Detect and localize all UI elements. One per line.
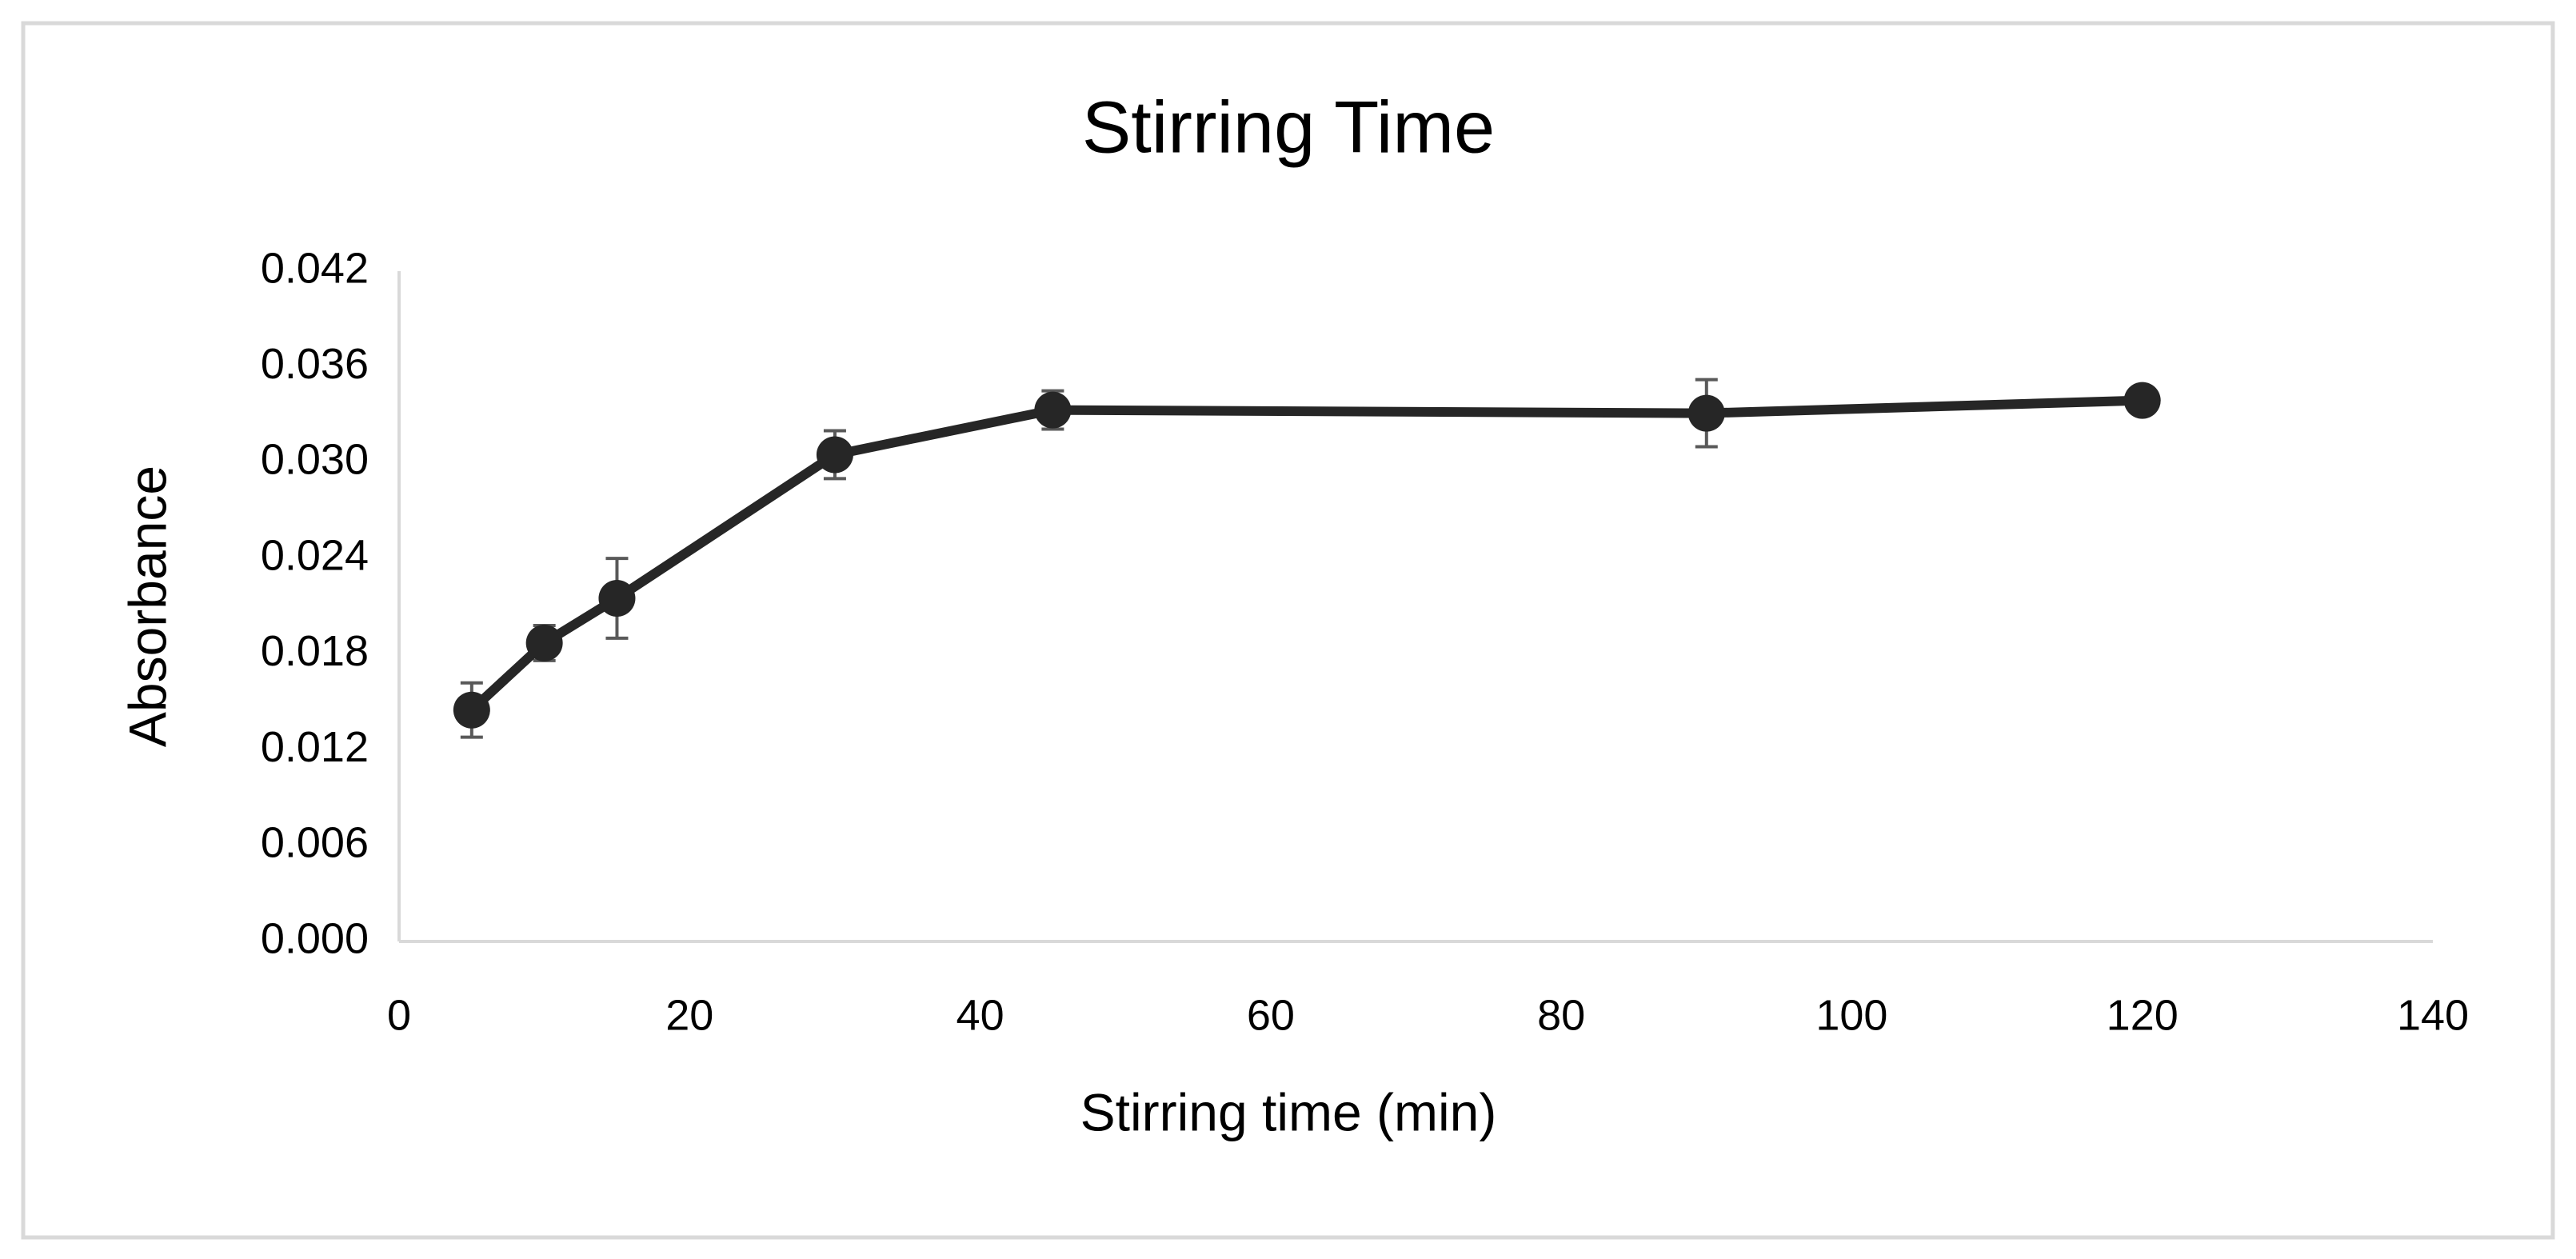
x-tick-label: 20	[665, 991, 713, 1039]
x-tick-label: 40	[957, 991, 1004, 1039]
data-point	[1034, 391, 1072, 429]
y-axis-label: Absorbance	[118, 466, 177, 747]
data-point	[816, 436, 853, 474]
chart-title: Stirring Time	[1082, 86, 1495, 168]
x-tick-label: 140	[2397, 991, 2469, 1039]
y-tick-label: 0.012	[261, 723, 369, 771]
data-point	[525, 624, 563, 661]
x-tick-label: 0	[387, 991, 411, 1039]
y-tick-label: 0.030	[261, 436, 369, 484]
y-tick-label: 0.018	[261, 627, 369, 675]
data-point	[2123, 382, 2161, 419]
y-tick-label: 0.006	[261, 819, 369, 867]
data-point	[598, 580, 636, 618]
chart-border	[21, 21, 2555, 1240]
x-tick-label: 100	[1815, 991, 1887, 1039]
y-tick-label: 0.024	[261, 531, 369, 579]
y-tick-label: 0.000	[261, 914, 369, 962]
y-tick-label: 0.042	[261, 244, 369, 292]
x-tick-label: 60	[1247, 991, 1295, 1039]
x-tick-label: 120	[2107, 991, 2179, 1039]
x-axis-label: Stirring time (min)	[1080, 1082, 1497, 1141]
x-tick-label: 80	[1537, 991, 1585, 1039]
y-tick-label: 0.036	[261, 340, 369, 388]
data-point	[1687, 394, 1725, 432]
data-point	[453, 691, 490, 729]
